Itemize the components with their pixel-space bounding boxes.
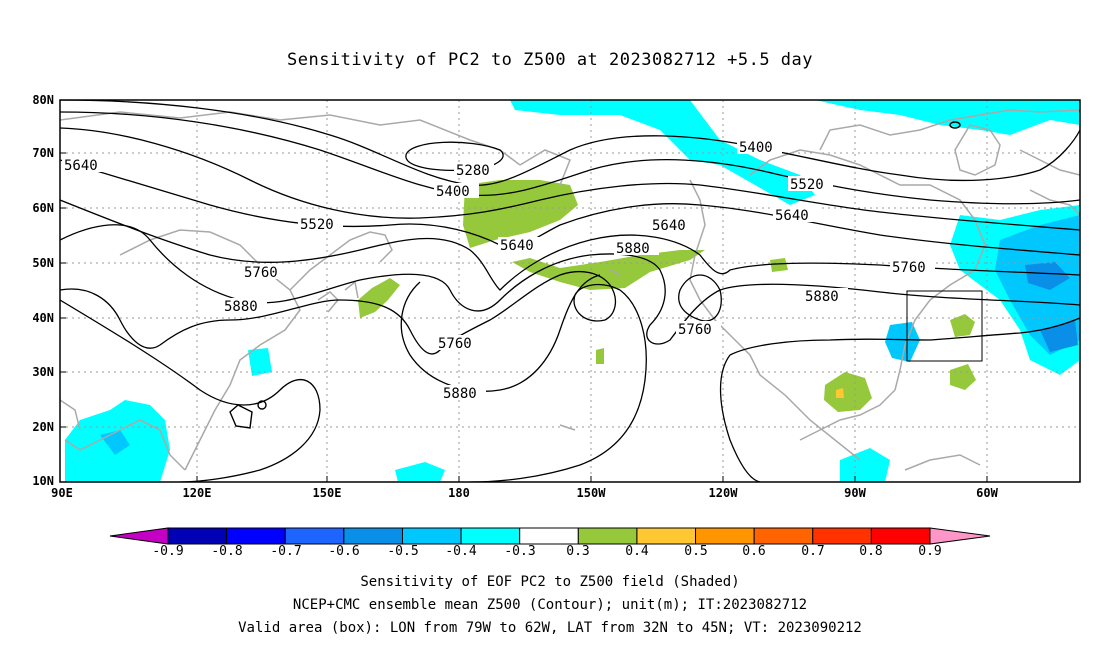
contour-label: 5760: [678, 322, 712, 338]
pos-region-gulf: [824, 372, 872, 412]
pos-region-gulf-core: [836, 388, 844, 398]
pos-region-atlantic-east-us: [950, 314, 975, 337]
contour-label: 5880: [443, 386, 477, 402]
pos-region-pacific-band: [512, 250, 705, 290]
pos-region-bering: [463, 180, 578, 248]
valid-area-box: [906, 290, 983, 362]
colorbar-label: -0.8: [211, 544, 243, 559]
pos-region-canada: [770, 258, 788, 272]
map-frame: [59, 99, 1081, 483]
neg-region-taiwan: [248, 348, 272, 376]
colorbar-label: 0.4: [625, 544, 649, 559]
neg-region-europe-core: [1025, 262, 1070, 290]
lon-label: 180: [448, 486, 470, 500]
colorbar-label: -0.5: [387, 544, 419, 559]
colorbar-label: -0.6: [328, 544, 360, 559]
colorbar: [109, 527, 991, 545]
contour-label: 5760: [244, 265, 278, 281]
pos-region-bermuda: [950, 364, 976, 390]
lat-label: 40N: [32, 311, 54, 325]
colorbar-swatch: [167, 527, 228, 545]
lon-label: 90W: [844, 486, 866, 500]
lat-label: 70N: [32, 146, 54, 160]
contour-label: 5880: [805, 289, 839, 305]
colorbar-label: 0.3: [566, 544, 590, 559]
contour-label: 5400: [436, 184, 470, 200]
lon-label: 60W: [976, 486, 998, 500]
coastlines: [60, 109, 1080, 471]
contour-label: 5640: [500, 238, 534, 254]
colorbar-label: 0.6: [742, 544, 766, 559]
caption-line-2: NCEP+CMC ensemble mean Z500 (Contour); u…: [292, 597, 808, 613]
plot-title: Sensitivity of PC2 to Z500 at 2023082712…: [286, 50, 813, 70]
caption-line-3: Valid area (box): LON from 79W to 62W, L…: [238, 620, 862, 636]
colorbar-swatch: [753, 527, 814, 545]
lat-label: 50N: [32, 256, 54, 270]
lon-label: 120E: [182, 486, 212, 500]
colorbar-swatch: [519, 527, 579, 545]
colorbar-swatch: [577, 527, 638, 545]
colorbar-label: 0.7: [801, 544, 825, 559]
pos-region-japan: [358, 278, 400, 318]
colorbar-swatch: [460, 527, 521, 545]
colorbar-swatch: [695, 527, 755, 545]
colorbar-swatch: [284, 527, 345, 545]
colorbar-label: 0.9: [918, 544, 942, 559]
lon-label: 120W: [708, 486, 738, 500]
colorbar-label: 0.8: [859, 544, 883, 559]
lat-label: 60N: [32, 201, 54, 215]
caption-line-1: Sensitivity of EOF PC2 to Z500 field (Sh…: [360, 574, 740, 590]
contour-label: 5640: [64, 158, 98, 174]
contour-label: 5640: [652, 218, 686, 234]
neg-region-west-pacific: [395, 462, 445, 482]
colorbar-swatch: [401, 527, 462, 545]
shaded-sensitivity: [65, 100, 1080, 482]
colorbar-label: 0.5: [684, 544, 708, 559]
contour-label: 5280: [456, 163, 490, 179]
contour-label: 5520: [790, 177, 824, 193]
lat-label: 20N: [32, 420, 54, 434]
pos-region-hawaii: [596, 348, 604, 364]
contour-label: 5880: [616, 241, 650, 257]
neg-region-florida: [885, 322, 920, 362]
colorbar-arrow-right: [929, 527, 991, 545]
lon-label: 90E: [51, 486, 73, 500]
lat-label: 30N: [32, 365, 54, 379]
contour-label: 5760: [438, 336, 472, 352]
axis-ticks: [60, 99, 988, 482]
graticule: [60, 100, 1080, 482]
contour-label: 5640: [775, 208, 809, 224]
colorbar-swatch: [343, 527, 403, 545]
lat-label: 10N: [32, 474, 54, 488]
colorbar-label: -0.3: [504, 544, 536, 559]
colorbar-swatch: [226, 527, 286, 545]
colorbar-label: -0.9: [152, 544, 184, 559]
colorbar-label: -0.4: [445, 544, 477, 559]
neg-region-north-atlantic: [815, 100, 1080, 135]
neg-region-arctic: [510, 100, 815, 205]
lon-label: 150W: [576, 486, 606, 500]
contour-label: 5520: [300, 217, 334, 233]
contour-label: 5760: [892, 260, 926, 276]
lon-label: 150E: [312, 486, 342, 500]
colorbar-arrow-left: [109, 527, 169, 545]
contour-label: 5400: [739, 140, 773, 156]
colorbar-swatch: [870, 527, 931, 545]
colorbar-swatch: [812, 527, 872, 545]
contour-label: 5880: [224, 299, 258, 315]
neg-region-caribbean: [840, 448, 890, 482]
contour-labels: 5280 5400 5520 5640 5760 5880 5400 5520 …: [62, 139, 935, 402]
colorbar-swatch: [636, 527, 697, 545]
lat-label: 80N: [32, 93, 54, 107]
colorbar-label: -0.7: [270, 544, 302, 559]
